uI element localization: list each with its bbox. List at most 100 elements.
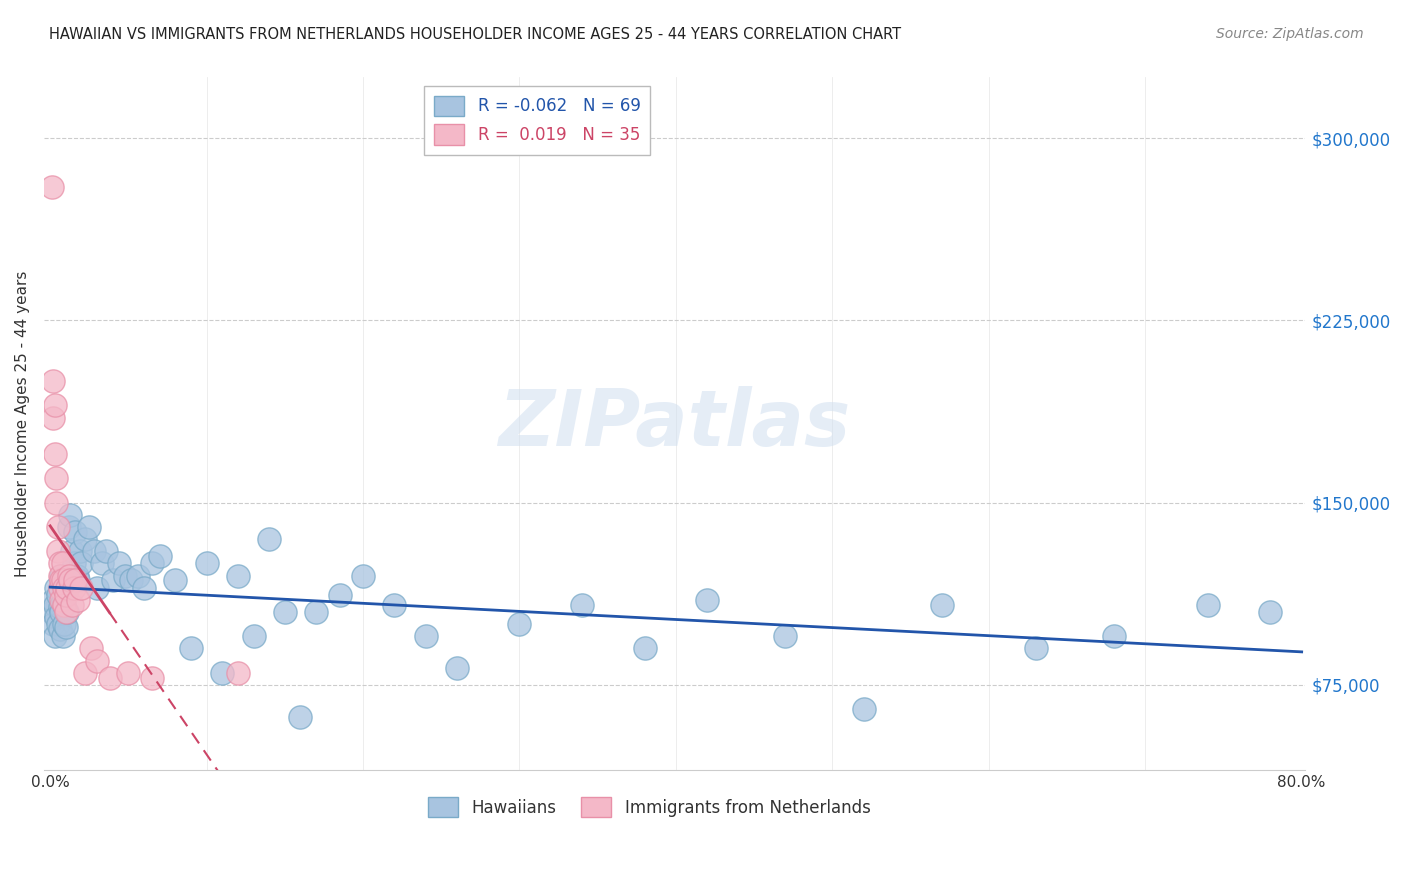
Point — [48, 581, 70, 595]
Point — [45, 581, 67, 595]
Point — [226, 568, 249, 582]
Point — [41, 179, 63, 194]
Point — [226, 665, 249, 680]
Point — [73, 532, 96, 546]
Point — [127, 568, 149, 582]
Point — [242, 629, 264, 643]
Legend: Hawaiians, Immigrants from Netherlands: Hawaiians, Immigrants from Netherlands — [422, 790, 877, 824]
Point — [42, 617, 65, 632]
Point — [41, 605, 63, 619]
Point — [96, 544, 118, 558]
Point — [141, 671, 163, 685]
Text: Source: ZipAtlas.com: Source: ZipAtlas.com — [1216, 27, 1364, 41]
Point — [274, 605, 297, 619]
Point — [63, 524, 86, 539]
Point — [352, 568, 374, 582]
Point — [931, 598, 953, 612]
Point — [1102, 629, 1125, 643]
Point — [696, 593, 718, 607]
Point — [52, 629, 75, 643]
Point — [69, 544, 91, 558]
Point — [290, 709, 312, 723]
Point — [446, 661, 468, 675]
Point — [44, 399, 66, 413]
Point — [62, 581, 84, 595]
Point — [53, 598, 76, 612]
Point — [195, 557, 218, 571]
Point — [55, 581, 77, 595]
Point — [98, 671, 121, 685]
Point — [46, 544, 69, 558]
Text: HAWAIIAN VS IMMIGRANTS FROM NETHERLANDS HOUSEHOLDER INCOME AGES 25 - 44 YEARS CO: HAWAIIAN VS IMMIGRANTS FROM NETHERLANDS … — [49, 27, 901, 42]
Point — [62, 557, 84, 571]
Point — [48, 568, 70, 582]
Point — [44, 447, 66, 461]
Point — [83, 544, 105, 558]
Point — [53, 598, 76, 612]
Point — [45, 610, 67, 624]
Point — [121, 574, 143, 588]
Point — [1025, 641, 1047, 656]
Point — [59, 574, 82, 588]
Point — [53, 617, 76, 632]
Point — [86, 654, 108, 668]
Point — [73, 665, 96, 680]
Point — [52, 557, 75, 571]
Point — [329, 588, 352, 602]
Point — [49, 568, 72, 582]
Point — [382, 598, 405, 612]
Point — [49, 593, 72, 607]
Point — [49, 605, 72, 619]
Point — [53, 581, 76, 595]
Point — [77, 520, 100, 534]
Point — [90, 557, 112, 571]
Point — [67, 593, 90, 607]
Point — [508, 617, 530, 632]
Point — [633, 641, 655, 656]
Point — [58, 568, 80, 582]
Point — [1197, 598, 1219, 612]
Point — [66, 568, 89, 582]
Point — [52, 574, 75, 588]
Point — [117, 665, 139, 680]
Text: ZIPatlas: ZIPatlas — [498, 385, 851, 462]
Point — [46, 588, 69, 602]
Point — [46, 617, 69, 632]
Point — [165, 574, 187, 588]
Point — [101, 574, 124, 588]
Point — [80, 641, 103, 656]
Point — [67, 574, 90, 588]
Point — [45, 471, 67, 485]
Point — [108, 557, 131, 571]
Point — [44, 598, 66, 612]
Point — [48, 600, 70, 615]
Point — [1260, 605, 1282, 619]
Point — [257, 532, 280, 546]
Point — [132, 581, 155, 595]
Point — [56, 581, 79, 595]
Point — [55, 605, 77, 619]
Point — [305, 605, 328, 619]
Point — [59, 508, 82, 522]
Point — [56, 605, 79, 619]
Point — [42, 374, 65, 388]
Point — [49, 574, 72, 588]
Point — [86, 581, 108, 595]
Point — [60, 598, 83, 612]
Point — [48, 557, 70, 571]
Point — [775, 629, 797, 643]
Point — [63, 574, 86, 588]
Point — [42, 410, 65, 425]
Point — [48, 622, 70, 636]
Y-axis label: Householder Income Ages 25 - 44 years: Householder Income Ages 25 - 44 years — [15, 270, 30, 577]
Point — [852, 702, 875, 716]
Point — [149, 549, 172, 563]
Point — [70, 557, 93, 571]
Point — [55, 588, 77, 602]
Point — [180, 641, 202, 656]
Point — [141, 557, 163, 571]
Point — [45, 496, 67, 510]
Point — [55, 619, 77, 633]
Point — [415, 629, 437, 643]
Point — [211, 665, 233, 680]
